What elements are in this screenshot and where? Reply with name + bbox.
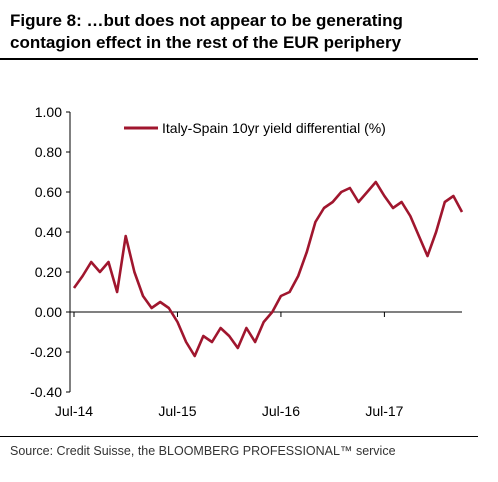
x-tick-label: Jul-14 — [55, 403, 93, 419]
y-tick-label: 1.00 — [35, 104, 62, 120]
x-tick-label: Jul-15 — [158, 403, 196, 419]
legend-label: Italy-Spain 10yr yield differential (%) — [162, 120, 386, 136]
y-axis: 1.00 0.80 0.60 0.40 0.20 0.00 -0.20 -0.40 — [30, 104, 71, 400]
x-axis: Jul-14 Jul-15 Jul-16 Jul-17 — [55, 311, 462, 419]
y-tick-group: 1.00 0.80 0.60 0.40 0.20 0.00 -0.20 -0.40 — [30, 104, 70, 400]
y-tick-label: -0.20 — [30, 344, 62, 360]
legend: Italy-Spain 10yr yield differential (%) — [124, 120, 386, 136]
series-line-italy-spain-differential — [72, 180, 464, 358]
y-tick-label: 0.40 — [35, 224, 62, 240]
source-divider — [0, 436, 478, 437]
y-tick-label: 0.00 — [35, 304, 62, 320]
y-tick-label: 0.80 — [35, 144, 62, 160]
title-divider — [0, 58, 478, 60]
y-tick-label: -0.40 — [30, 384, 62, 400]
x-tick-label: Jul-16 — [262, 403, 300, 419]
source-note: Source: Credit Suisse, the BLOOMBERG PRO… — [10, 444, 396, 458]
y-tick-label: 0.60 — [35, 184, 62, 200]
figure-title: Figure 8: …but does not appear to be gen… — [10, 11, 403, 52]
x-tick-group: Jul-14 Jul-15 Jul-16 Jul-17 — [55, 312, 404, 419]
x-tick-label: Jul-17 — [365, 403, 403, 419]
y-tick-label: 0.20 — [35, 264, 62, 280]
line-chart: 1.00 0.80 0.60 0.40 0.20 0.00 -0.20 -0.40 Jul-1… — [30, 104, 464, 419]
